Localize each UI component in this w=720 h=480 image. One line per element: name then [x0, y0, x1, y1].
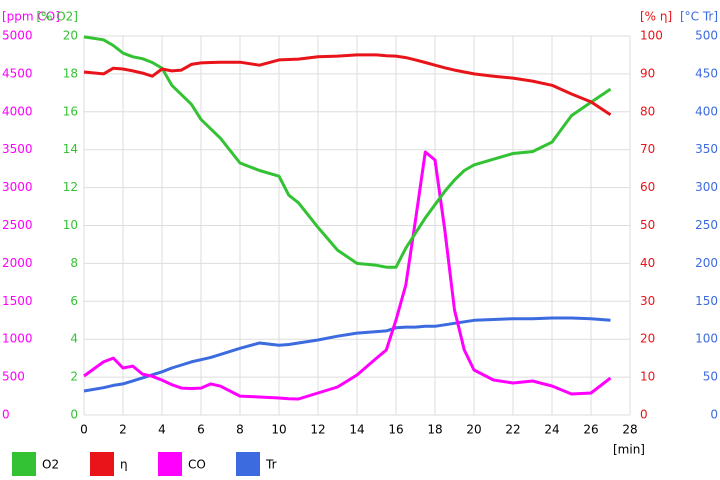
x-tick-label: 24	[544, 423, 559, 437]
axis-label: [ppm CO]	[2, 10, 60, 24]
x-tick-label: 0	[80, 423, 88, 437]
y-tick-label: 16	[63, 104, 78, 118]
y-tick-label: 3500	[2, 142, 33, 156]
y-tick-label: 14	[63, 142, 78, 156]
x-tick-label: 26	[583, 423, 598, 437]
y-tick-label: 4500	[2, 66, 33, 80]
legend-label: O2	[42, 458, 59, 472]
y-tick-label: 350	[695, 142, 718, 156]
y-tick-label: 100	[640, 29, 663, 43]
y-tick-label: 200	[695, 256, 718, 270]
y-tick-label: 2	[70, 370, 78, 384]
series-line	[83, 53, 612, 117]
y-tick-label: 20	[63, 29, 78, 43]
x-tick-label: 2	[119, 423, 127, 437]
series-line	[83, 150, 612, 401]
y-tick-label: 1000	[2, 332, 33, 346]
y-tick-label: 500	[2, 370, 25, 384]
y-tick-label: 250	[695, 218, 718, 232]
x-tick-label: 12	[310, 423, 325, 437]
y-tick-label: 0	[2, 408, 10, 422]
series-line	[83, 35, 612, 269]
x-tick-label: 6	[197, 423, 205, 437]
y-tick-label: 2500	[2, 218, 33, 232]
x-tick-label: 16	[388, 423, 403, 437]
x-tick-label: 14	[349, 423, 364, 437]
y-tick-label: 150	[695, 294, 718, 308]
y-tick-label: 10	[63, 218, 78, 232]
x-tick-label: 28	[622, 423, 637, 437]
y-tick-label: 0	[640, 408, 648, 422]
y-tick-label: 12	[63, 180, 78, 194]
x-tick-label: 8	[236, 423, 244, 437]
x-tick-label: 4	[158, 423, 166, 437]
y-tick-label: 40	[640, 256, 655, 270]
y-tick-label: 1500	[2, 294, 33, 308]
y-tick-label: 300	[695, 180, 718, 194]
legend-label: CO	[188, 458, 206, 472]
y-tick-label: 60	[640, 180, 655, 194]
y-tick-label: 450	[695, 66, 718, 80]
y-tick-label: 50	[703, 370, 718, 384]
axis-label: [°C Tr]	[680, 10, 718, 24]
axis-label: [% O2]	[36, 10, 78, 24]
legend-label: η	[120, 458, 128, 472]
y-tick-label: 50	[640, 218, 655, 232]
y-tick-label: 70	[640, 142, 655, 156]
x-tick-label: 20	[466, 423, 481, 437]
y-tick-label: 4000	[2, 104, 33, 118]
y-tick-label: 100	[695, 332, 718, 346]
y-tick-label: 0	[710, 408, 718, 422]
legend-label: Tr	[265, 458, 277, 472]
y-tick-label: 2000	[2, 256, 33, 270]
legend-swatch	[12, 452, 36, 476]
x-axis-label: [min]	[613, 443, 645, 457]
axis-label: [% η]	[640, 10, 672, 24]
y-tick-label: 6	[70, 294, 78, 308]
x-tick-label: 10	[271, 423, 286, 437]
legend-swatch	[236, 452, 260, 476]
series-line	[83, 316, 611, 393]
y-tick-label: 30	[640, 294, 655, 308]
y-tick-label: 5000	[2, 29, 33, 43]
y-tick-label: 3000	[2, 180, 33, 194]
y-tick-label: 90	[640, 66, 655, 80]
y-tick-label: 500	[695, 29, 718, 43]
legend-swatch	[90, 452, 114, 476]
y-tick-label: 400	[695, 104, 718, 118]
x-tick-label: 22	[505, 423, 520, 437]
y-tick-label: 80	[640, 104, 655, 118]
y-tick-label: 10	[640, 370, 655, 384]
x-tick-label: 18	[427, 423, 442, 437]
y-tick-label: 18	[63, 66, 78, 80]
y-tick-label: 4	[70, 332, 78, 346]
y-tick-label: 0	[70, 408, 78, 422]
y-tick-label: 8	[70, 256, 78, 270]
legend-swatch	[158, 452, 182, 476]
y-tick-label: 20	[640, 332, 655, 346]
